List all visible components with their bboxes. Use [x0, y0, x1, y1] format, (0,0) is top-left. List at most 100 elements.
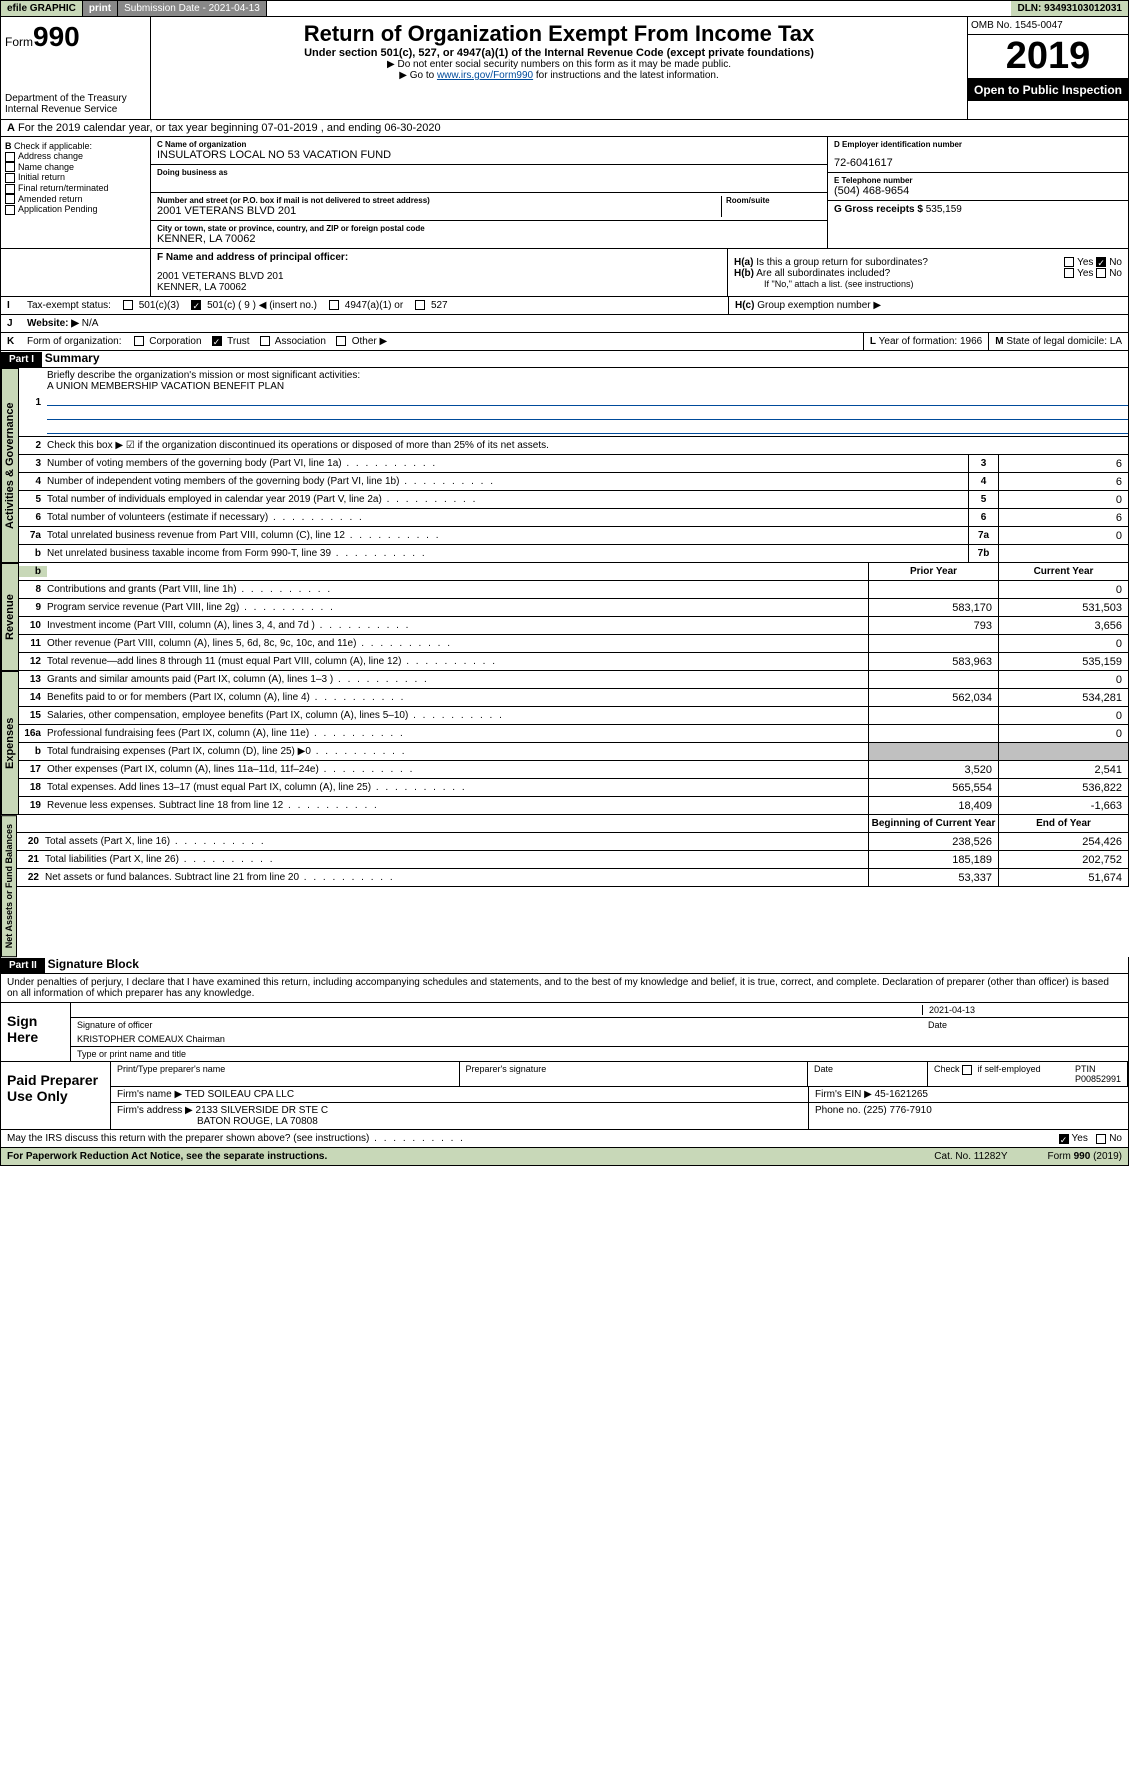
prior-year-hdr: Prior Year: [868, 563, 998, 580]
line-desc: Total expenses. Add lines 13–17 (must eq…: [47, 780, 868, 795]
form-number: Form990: [5, 21, 146, 53]
prior-value: [868, 581, 998, 598]
penalty-text: Under penalties of perjury, I declare th…: [0, 974, 1129, 1003]
line-desc: Professional fundraising fees (Part IX, …: [47, 726, 868, 741]
prior-value: 583,963: [868, 653, 998, 670]
curr-value: 51,674: [998, 869, 1128, 886]
part2-header: Part II Signature Block: [0, 957, 1129, 974]
irs-link[interactable]: www.irs.gov/Form990: [437, 70, 533, 81]
vtab-governance: Activities & Governance: [1, 368, 19, 563]
line-desc: Program service revenue (Part VIII, line…: [47, 600, 868, 615]
website-label: Website: ▶: [27, 318, 79, 329]
ein-label: D Employer identification number: [834, 140, 1122, 149]
dept-treasury: Department of the Treasury: [5, 93, 146, 104]
i-527-checkbox[interactable]: [415, 300, 425, 310]
k-opt-checkbox[interactable]: [336, 336, 346, 346]
k-opt-checkbox[interactable]: [134, 336, 144, 346]
firm-name: TED SOILEAU CPA LLC: [185, 1089, 294, 1100]
curr-value: 531,503: [998, 599, 1128, 616]
ptin: P00852991: [1075, 1074, 1121, 1084]
b-opt-checkbox[interactable]: [5, 184, 15, 194]
print-button[interactable]: print: [83, 1, 118, 16]
line-desc: Total revenue—add lines 8 through 11 (mu…: [47, 654, 868, 669]
curr-value: 254,426: [998, 833, 1128, 850]
i-501c-checkbox[interactable]: ✓: [191, 300, 201, 310]
i-label: Tax-exempt status:: [21, 297, 117, 314]
k-opt-checkbox[interactable]: ✓: [212, 336, 222, 346]
org-name: INSULATORS LOCAL NO 53 VACATION FUND: [157, 149, 821, 161]
line-desc: Revenue less expenses. Subtract line 18 …: [47, 798, 868, 813]
gross-receipts: 535,159: [926, 204, 962, 215]
part1-header: Part I Summary: [0, 351, 1129, 368]
form-footer: Form 990 (2019): [1048, 1151, 1123, 1162]
discuss-yes-checkbox[interactable]: ✓: [1059, 1134, 1069, 1144]
name-title-label: Type or print name and title: [71, 1047, 1128, 1061]
line-desc: Salaries, other compensation, employee b…: [47, 708, 868, 723]
sign-here-block: Sign Here 2021-04-13 Signature of office…: [0, 1003, 1129, 1062]
dba-label: Doing business as: [157, 168, 821, 177]
gross-label: G Gross receipts $: [834, 204, 923, 215]
prior-value: 562,034: [868, 689, 998, 706]
paperwork-notice: For Paperwork Reduction Act Notice, see …: [7, 1151, 327, 1162]
b-opt-checkbox[interactable]: [5, 162, 15, 172]
b-opt-checkbox[interactable]: [5, 194, 15, 204]
b-opt-checkbox[interactable]: [5, 173, 15, 183]
gov-value: [998, 545, 1128, 562]
k-opt-checkbox[interactable]: [260, 336, 270, 346]
prior-value: [868, 725, 998, 742]
hb-yes-checkbox[interactable]: [1064, 268, 1074, 278]
firm-ein: 45-1621265: [875, 1089, 928, 1100]
firm-addr2: BATON ROUGE, LA 70808: [117, 1116, 318, 1127]
discuss-no-checkbox[interactable]: [1096, 1134, 1106, 1144]
ha-label: Is this a group return for subordinates?: [756, 257, 928, 268]
open-inspection: Open to Public Inspection: [968, 79, 1128, 101]
b-opt-checkbox[interactable]: [5, 152, 15, 162]
self-employed-checkbox[interactable]: [962, 1065, 972, 1075]
prior-value: 53,337: [868, 869, 998, 886]
topbar: efile GRAPHIC print Submission Date - 20…: [0, 0, 1129, 17]
section-bcdeg: B Check if applicable: Address changeNam…: [0, 137, 1129, 249]
hb-no-checkbox[interactable]: [1096, 268, 1106, 278]
curr-value: 0: [998, 635, 1128, 652]
gov-value: 6: [998, 455, 1128, 472]
officer-addr1: 2001 VETERANS BLVD 201: [157, 271, 721, 282]
line-desc: Net assets or fund balances. Subtract li…: [45, 870, 868, 885]
gov-value: 0: [998, 527, 1128, 544]
vtab-netassets: Net Assets or Fund Balances: [1, 815, 17, 957]
officer-name: KRISTOPHER COMEAUX Chairman: [77, 1034, 1122, 1044]
line-desc: Total fundraising expenses (Part IX, col…: [47, 744, 868, 759]
vtab-revenue: Revenue: [1, 563, 19, 671]
ha-no-checkbox[interactable]: ✓: [1096, 257, 1106, 267]
curr-value: 202,752: [998, 851, 1128, 868]
c-name-label: C Name of organization: [157, 140, 821, 149]
irs: Internal Revenue Service: [5, 104, 146, 115]
b-opt-checkbox[interactable]: [5, 205, 15, 215]
line2: Check this box ▶ ☑ if the organization d…: [47, 438, 1128, 453]
subtitle-3: ▶ Go to www.irs.gov/Form990 for instruct…: [155, 70, 963, 81]
governance-section: Activities & Governance 1Briefly describ…: [0, 368, 1129, 563]
f-label: F Name and address of principal officer:: [157, 252, 721, 263]
curr-value: 0: [998, 581, 1128, 598]
cat-no: Cat. No. 11282Y: [934, 1151, 1007, 1162]
gov-line: Total number of individuals employed in …: [47, 492, 968, 507]
row-I: I Tax-exempt status: 501(c)(3) ✓ 501(c) …: [0, 297, 1129, 315]
state-domicile: LA: [1110, 336, 1122, 347]
hc-label: Group exemption number ▶: [757, 300, 881, 311]
room-label: Room/suite: [726, 196, 821, 205]
curr-value: 0: [998, 725, 1128, 742]
telephone: (504) 468-9654: [834, 185, 1122, 197]
hb-note: If "No," attach a list. (see instruction…: [734, 279, 1122, 289]
prior-value: 565,554: [868, 779, 998, 796]
gov-line: Total unrelated business revenue from Pa…: [47, 528, 968, 543]
row-A: A For the 2019 calendar year, or tax yea…: [0, 120, 1129, 137]
expenses-section: Expenses 13Grants and similar amounts pa…: [0, 671, 1129, 815]
discuss-row: May the IRS discuss this return with the…: [0, 1130, 1129, 1148]
i-501c3-checkbox[interactable]: [123, 300, 133, 310]
officer-addr2: KENNER, LA 70062: [157, 282, 721, 293]
i-4947-checkbox[interactable]: [329, 300, 339, 310]
end-hdr: End of Year: [998, 815, 1128, 832]
curr-value: 536,822: [998, 779, 1128, 796]
prior-value: [868, 635, 998, 652]
phone-label: E Telephone number: [834, 176, 1122, 185]
ha-yes-checkbox[interactable]: [1064, 257, 1074, 267]
